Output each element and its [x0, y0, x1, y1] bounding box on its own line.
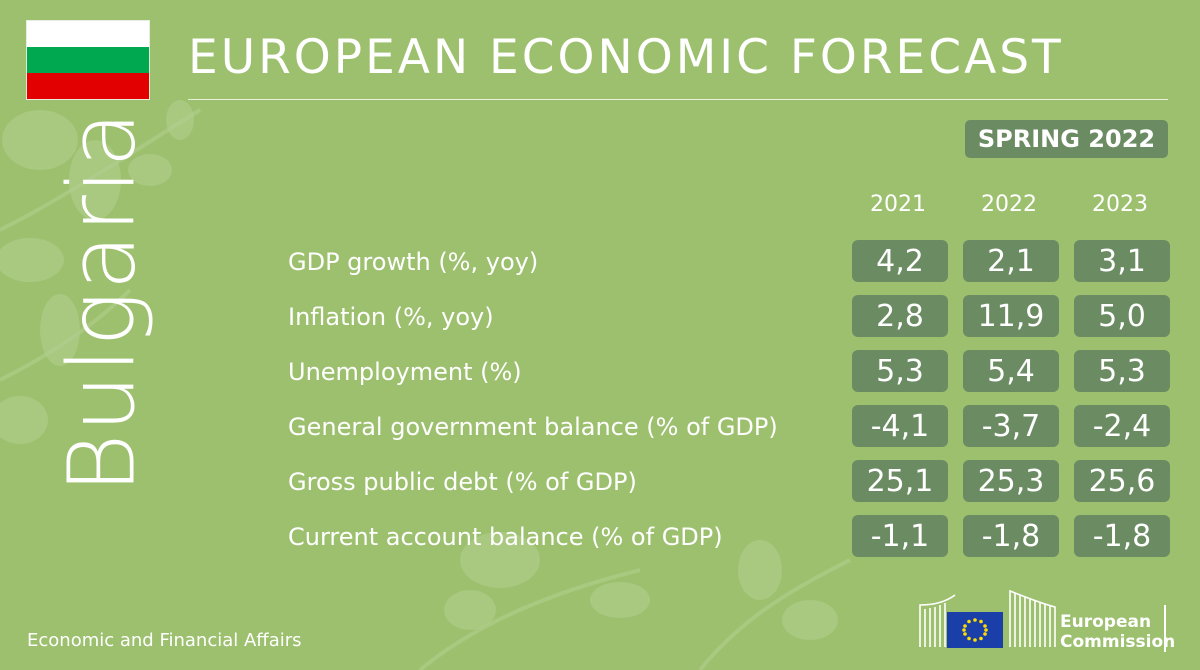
value-cell: -1,8: [963, 515, 1059, 557]
flag-stripe-white: [27, 21, 149, 47]
value-cell: 5,3: [1074, 350, 1170, 392]
value-cell: -2,4: [1074, 405, 1170, 447]
value-cell: 5,3: [852, 350, 948, 392]
year-header-2021: 2021: [870, 192, 926, 217]
department-name: Economic and Financial Affairs: [27, 630, 302, 651]
value-cell: -4,1: [852, 405, 948, 447]
year-header-2023: 2023: [1092, 192, 1148, 217]
country-name: Bulgaria: [48, 110, 156, 494]
row-label-public-debt: Gross public debt (% of GDP): [288, 468, 637, 496]
page-title: EUROPEAN ECONOMIC FORECAST: [188, 30, 1064, 85]
value-cell: 11,9: [963, 295, 1059, 337]
title-divider: [188, 99, 1168, 100]
row-label-inflation: Inflation (%, yoy): [288, 303, 494, 331]
european-commission-logo: [919, 589, 1056, 648]
value-cell: 25,1: [852, 460, 948, 502]
value-cell: 5,0: [1074, 295, 1170, 337]
value-cell: 4,2: [852, 240, 948, 282]
flag-stripe-green: [27, 47, 149, 73]
value-cell: -3,7: [963, 405, 1059, 447]
value-cell: 25,3: [963, 460, 1059, 502]
value-cell: 25,6: [1074, 460, 1170, 502]
row-label-current-account: Current account balance (% of GDP): [288, 523, 723, 551]
value-cell: -1,1: [852, 515, 948, 557]
flag-stripe-red: [27, 73, 149, 99]
year-header-2022: 2022: [981, 192, 1037, 217]
value-cell: 5,4: [963, 350, 1059, 392]
value-cell: 3,1: [1074, 240, 1170, 282]
ec-label-line1: European: [1060, 612, 1152, 632]
bulgaria-flag: [26, 20, 150, 100]
value-cell: 2,1: [963, 240, 1059, 282]
value-cell: 2,8: [852, 295, 948, 337]
ec-divider: [1164, 605, 1166, 652]
european-commission-label: European Commission: [1060, 612, 1175, 652]
row-label-gdp-growth: GDP growth (%, yoy): [288, 248, 539, 276]
row-label-unemployment: Unemployment (%): [288, 358, 522, 386]
ec-label-line2: Commission: [1060, 632, 1176, 652]
row-label-government-balance: General government balance (% of GDP): [288, 413, 778, 441]
edition-badge: SPRING 2022: [965, 120, 1168, 158]
value-cell: -1,8: [1074, 515, 1170, 557]
